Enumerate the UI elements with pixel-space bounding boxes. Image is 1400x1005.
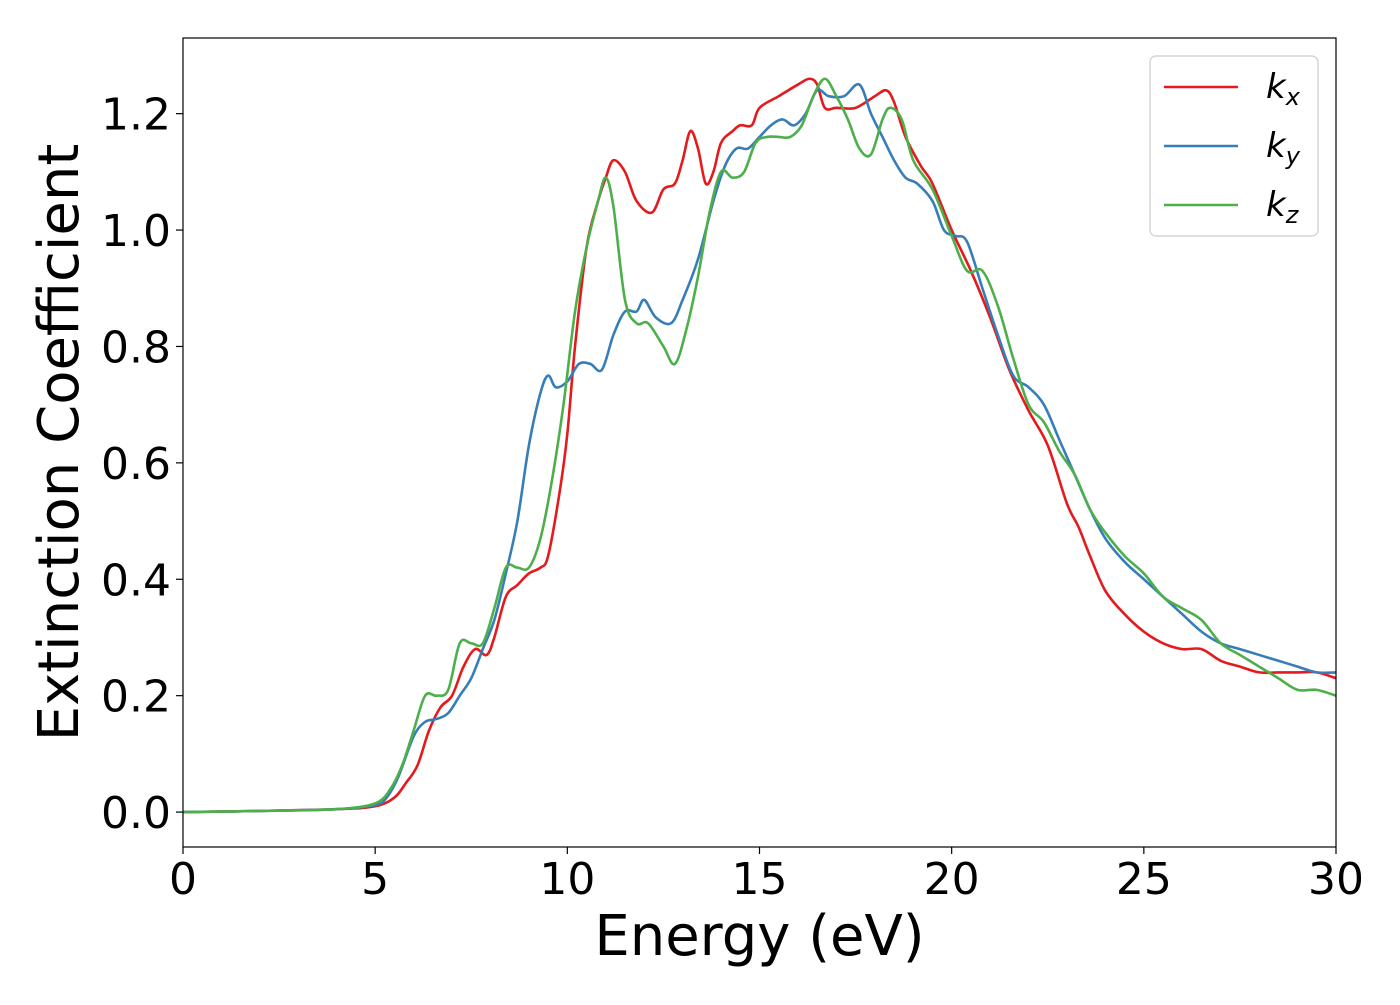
y-tick-label: 0.0 <box>101 788 171 839</box>
y-tick-label: 0.2 <box>101 672 171 723</box>
series-lines <box>183 77 1336 814</box>
x-tick-label: 20 <box>924 854 980 905</box>
y-tick-label: 1.2 <box>101 90 171 141</box>
y-tick-label: 0.6 <box>101 439 171 490</box>
series-line-k-x <box>183 77 1336 814</box>
x-tick-label: 5 <box>361 854 389 905</box>
legend-label-k-x: kx <box>1266 67 1301 111</box>
legend-label-k-z: kz <box>1266 185 1300 229</box>
x-tick-label: 0 <box>169 854 197 905</box>
x-axis-label: Energy (eV) <box>594 904 924 969</box>
x-tick-label: 30 <box>1308 854 1364 905</box>
legend-label-k-y: ky <box>1266 126 1301 170</box>
y-tick-label: 1.0 <box>101 206 171 257</box>
series-line-k-y <box>183 82 1336 814</box>
y-tick-label: 0.8 <box>101 322 171 373</box>
series-line-k-z <box>183 77 1336 814</box>
y-tick-label: 0.4 <box>101 555 171 606</box>
x-tick-label: 10 <box>539 854 595 905</box>
x-axis-ticks: 0 5 10 15 20 25 30 <box>169 847 1364 905</box>
x-tick-label: 15 <box>732 854 788 905</box>
legend: kx ky kz <box>1149 55 1319 237</box>
y-axis-label: Extinction Coefficient <box>27 144 92 742</box>
y-axis-ticks: 0.0 0.2 0.4 0.6 0.8 1.0 1.2 <box>101 90 183 839</box>
x-tick-label: 25 <box>1116 854 1172 905</box>
